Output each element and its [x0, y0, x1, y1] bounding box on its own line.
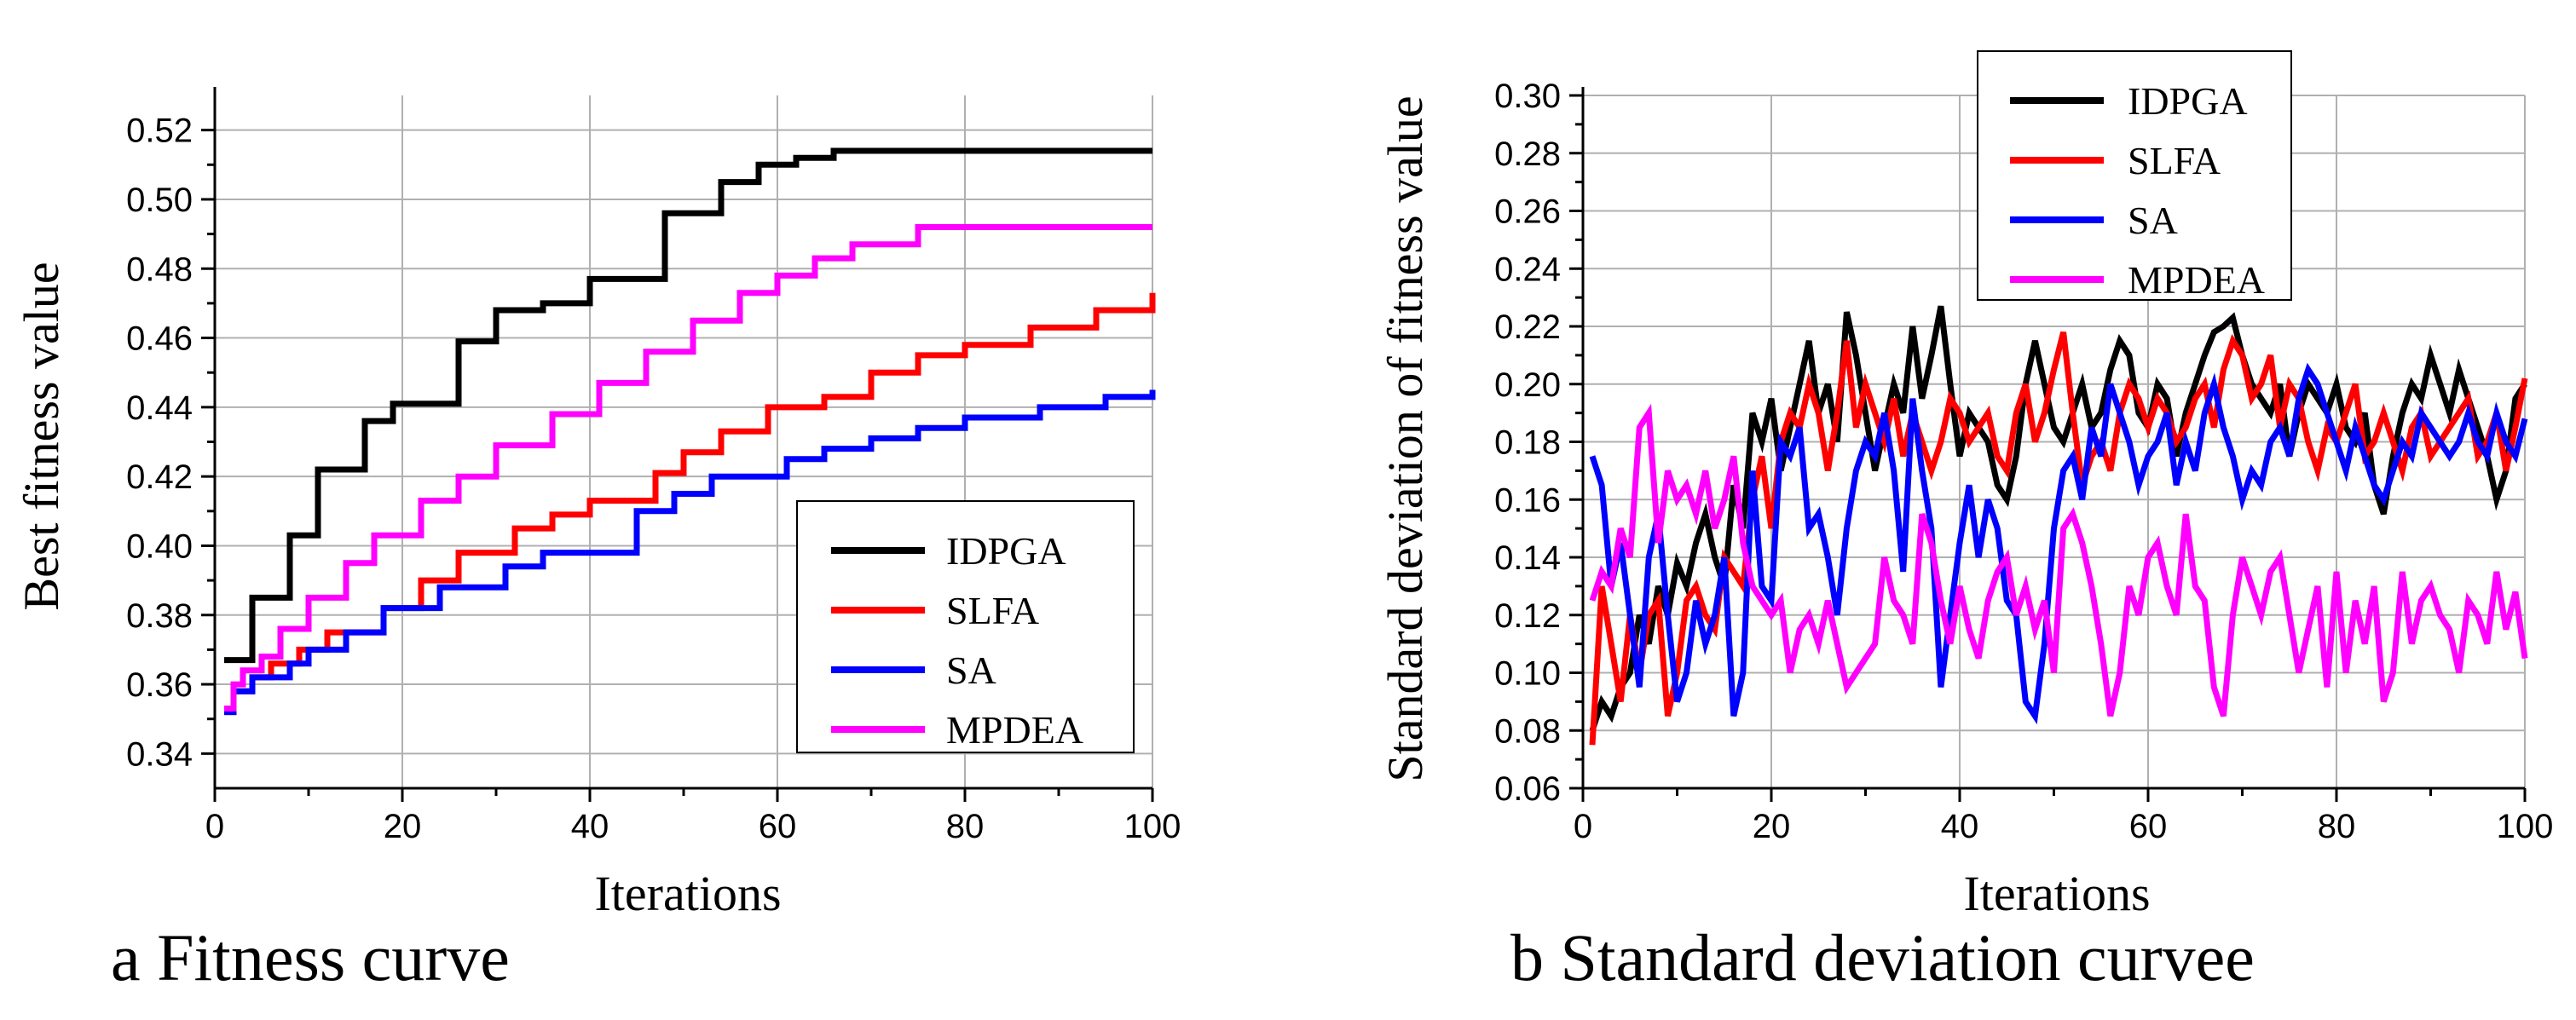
legend-label-slfa: SLFA: [2128, 139, 2221, 182]
y-tick-label-5: 0.44: [126, 389, 193, 427]
y-tick-label-6: 0.18: [1494, 424, 1561, 462]
x-tick-label-3: 60: [759, 808, 797, 845]
x-tick-label-5: 100: [2497, 808, 2554, 845]
y-tick-label-7: 0.20: [1494, 366, 1561, 404]
x-tick-label-4: 80: [2318, 808, 2356, 845]
x-tick-label-2: 40: [571, 808, 609, 845]
legend-label-mpdea: MPDEA: [2128, 258, 2265, 302]
x-tick-label-5: 100: [1124, 808, 1181, 845]
legend: IDPGA SLFA SA MPDEA: [1977, 50, 2292, 302]
std-deviation-curve-chart: 0 20 40 60 80 100 0.06 0.08 0.10 0.12 0.14 0.16 0.18…: [1378, 50, 2553, 994]
x-tick-label-3: 60: [2129, 808, 2168, 845]
axes: [201, 87, 1154, 802]
legend-label-slfa: SLFA: [946, 589, 1039, 632]
y-tick-label-6: 0.46: [126, 320, 193, 358]
series-line-sa: [224, 389, 1156, 716]
x-axis-label: Iterations: [1963, 866, 2150, 921]
y-tick-label-2: 0.10: [1494, 655, 1561, 693]
series-line-mpdea: [1589, 403, 2528, 717]
y-tick-label-1: 0.08: [1494, 712, 1561, 750]
legend-label-sa: SA: [946, 648, 996, 692]
legend-box: [1977, 50, 2292, 301]
y-axis-label: Best fitness value: [14, 262, 69, 610]
legend-box: [796, 500, 1135, 753]
x-tick-label-4: 80: [946, 808, 985, 845]
y-tick-label-7: 0.48: [126, 251, 193, 288]
y-tick-label-3: 0.12: [1494, 597, 1561, 635]
x-tick-label-0: 0: [205, 808, 224, 845]
legend-label-sa: SA: [2128, 199, 2178, 242]
series-lines: [224, 147, 1156, 716]
x-tick-label-0: 0: [1574, 808, 1592, 845]
legend-items: IDPGA SLFA SA MPDEA: [831, 529, 1083, 752]
y-tick-label-11: 0.28: [1494, 135, 1561, 173]
series-lines: [1589, 305, 2528, 746]
series-line-slfa: [224, 292, 1156, 716]
caption: a Fitness curve: [111, 920, 510, 994]
y-tick-label-8: 0.22: [1494, 308, 1561, 346]
legend: IDPGA SLFA SA MPDEA: [796, 500, 1135, 753]
x-tick-label-1: 20: [1753, 808, 1791, 845]
y-tick-label-3: 0.40: [126, 527, 193, 565]
y-tick-label-4: 0.42: [126, 458, 193, 496]
series-line-mpdea: [224, 224, 1152, 712]
axes: [1569, 87, 2527, 802]
caption: b Standard deviation curvee: [1510, 920, 2255, 994]
tick-labels: 0 20 40 60 80 100 0.34 0.36 0.38 0.40 0.42 0.44 0.46…: [126, 112, 1181, 845]
grid-lines: [215, 95, 1153, 788]
y-tick-label-9: 0.24: [1494, 251, 1561, 288]
legend-items: IDPGA SLFA SA MPDEA: [2010, 79, 2265, 302]
tick-labels: 0 20 40 60 80 100 0.06 0.08 0.10 0.12 0.14 0.16 0.18…: [1494, 78, 2553, 845]
y-tick-label-9: 0.52: [126, 112, 193, 150]
y-tick-label-5: 0.16: [1494, 481, 1561, 519]
y-tick-label-12: 0.30: [1494, 78, 1561, 115]
y-tick-label-0: 0.06: [1494, 770, 1561, 808]
legend-label-mpdea: MPDEA: [946, 708, 1083, 752]
legend-label-idpga: IDPGA: [2128, 79, 2248, 123]
y-tick-label-2: 0.38: [126, 597, 193, 635]
y-tick-label-1: 0.36: [126, 666, 193, 704]
fitness-curve-chart: 0 20 40 60 80 100 0.34 0.36 0.38 0.40 0.42 0.44 0.46…: [14, 87, 1181, 994]
y-tick-label-4: 0.14: [1494, 539, 1561, 577]
y-tick-label-0: 0.34: [126, 735, 193, 773]
x-tick-label-1: 20: [384, 808, 422, 845]
series-line-idpga: [224, 147, 1152, 664]
y-tick-label-10: 0.26: [1494, 193, 1561, 231]
legend-label-idpga: IDPGA: [946, 529, 1066, 573]
y-tick-label-8: 0.50: [126, 182, 193, 219]
x-tick-label-2: 40: [1941, 808, 1979, 845]
y-axis-label: Standard deviation of fitness value: [1378, 95, 1433, 781]
x-axis-label: Iterations: [594, 866, 781, 921]
